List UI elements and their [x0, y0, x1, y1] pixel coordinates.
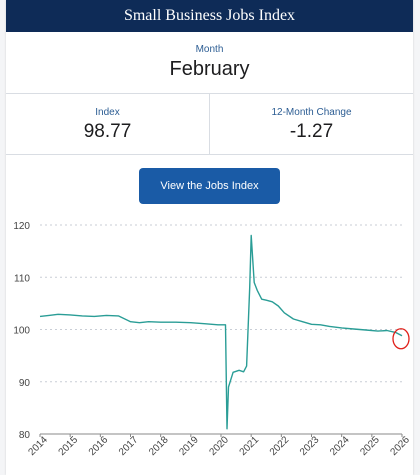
month-section: Month February: [6, 32, 413, 94]
x-tick-label: 2017: [117, 434, 141, 458]
view-jobs-index-button[interactable]: View the Jobs Index: [139, 168, 280, 204]
x-tick-label: 2015: [57, 434, 81, 458]
x-tick-label: 2021: [238, 434, 262, 458]
index-stat: Index 98.77: [6, 94, 210, 154]
x-tick-label: 2019: [177, 434, 201, 458]
y-tick-label: 80: [19, 430, 31, 441]
x-tick-label: 2022: [268, 434, 292, 458]
x-tick-label: 2018: [147, 434, 171, 458]
change-stat: 12-Month Change -1.27: [210, 94, 413, 154]
month-value: February: [169, 58, 250, 80]
stats-row: Index 98.77 12-Month Change -1.27: [6, 94, 413, 155]
x-tick-label: 2024: [328, 434, 352, 458]
x-tick-label: 2014: [26, 434, 50, 458]
x-tick-label: 2026: [388, 434, 412, 458]
x-tick-label: 2020: [207, 434, 231, 458]
jobs-index-widget: Small Business Jobs Index Month February…: [6, 0, 413, 475]
annotation-circle: [392, 328, 410, 350]
y-tick-label: 100: [13, 326, 30, 337]
x-tick-label: 2025: [358, 434, 382, 458]
y-tick-label: 90: [19, 378, 31, 389]
widget-title: Small Business Jobs Index: [6, 0, 413, 32]
series-line: [39, 234, 403, 430]
change-value: -1.27: [289, 121, 334, 142]
y-tick-label: 120: [13, 221, 30, 232]
x-tick-label: 2016: [87, 434, 111, 458]
x-tick-label: 2023: [298, 434, 322, 458]
index-label: Index: [95, 107, 120, 118]
change-label: 12-Month Change: [271, 107, 352, 118]
index-value: 98.77: [83, 121, 132, 142]
y-tick-label: 110: [14, 273, 30, 284]
month-label: Month: [195, 44, 224, 55]
